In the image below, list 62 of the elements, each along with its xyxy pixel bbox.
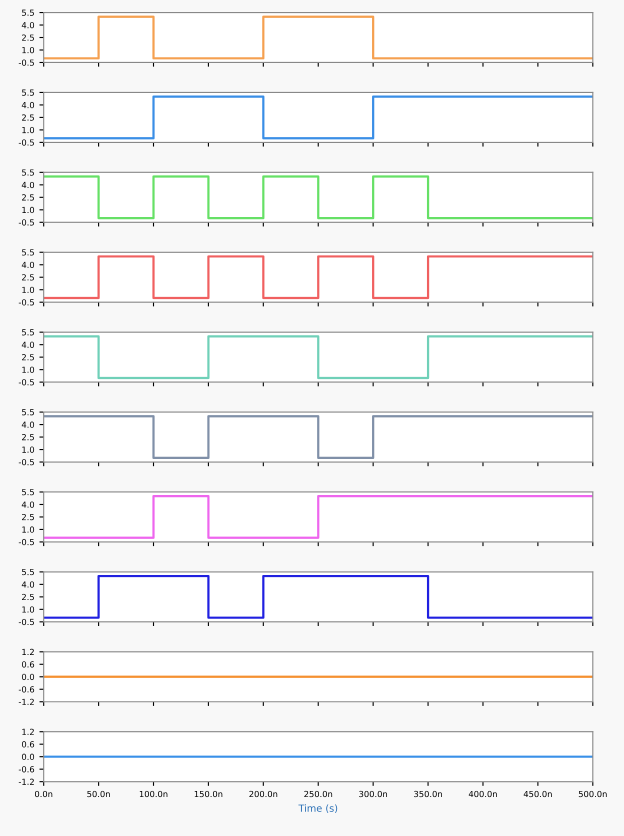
x-tick-label: 0.0n: [34, 790, 52, 798]
y-tick-label: 5.5: [22, 409, 34, 416]
x-axis-title: Time (s): [298, 804, 338, 813]
y-tick-label: 1.2: [22, 648, 34, 655]
y-tick-label: 1.0: [22, 206, 34, 214]
y-tick-label: -0.6: [18, 686, 34, 693]
y-tick-label: 5.5: [22, 169, 34, 176]
x-tick-label: 100.0n: [140, 790, 168, 798]
y-tick-label: -0.5: [18, 459, 34, 466]
y-tick-label: 1.0: [22, 606, 34, 613]
y-tick-label: 0.6: [22, 741, 34, 748]
y-tick-label: 1.0: [22, 126, 34, 134]
y-tick-label: 1.0: [22, 446, 34, 453]
x-tick-label: 150.0n: [194, 790, 222, 798]
y-tick-label: 0.6: [22, 661, 34, 668]
x-tick-label: 200.0n: [249, 790, 278, 798]
y-tick-label: -0.5: [18, 139, 34, 146]
y-tick-label: 2.5: [22, 594, 34, 600]
y-tick-label: 4.0: [22, 22, 34, 28]
y-tick-label: 5.5: [22, 10, 34, 16]
x-tick-label: 450.0n: [524, 790, 552, 798]
y-tick-label: 0.0: [22, 754, 34, 760]
y-tick-label: -0.5: [18, 538, 34, 546]
y-tick-label: -0.5: [18, 219, 34, 226]
y-tick-label: 2.5: [22, 274, 34, 281]
y-tick-label: 1.0: [22, 46, 34, 54]
y-tick-label: 5.5: [22, 568, 34, 576]
x-tick-label: 400.0n: [468, 790, 497, 798]
y-tick-label: 1.0: [22, 526, 34, 533]
y-tick-label: 4.0: [22, 182, 34, 188]
y-tick-label: 1.2: [22, 728, 34, 735]
y-tick-label: 5.5: [22, 489, 34, 496]
y-tick-label: 4.0: [22, 501, 34, 508]
y-tick-label: 2.5: [22, 354, 34, 360]
x-tick-label: 250.0n: [304, 790, 332, 798]
y-tick-label: 2.5: [22, 34, 34, 41]
y-tick-label: 4.0: [22, 102, 34, 108]
y-tick-label: 0.0: [22, 674, 34, 680]
y-tick-label: 1.0: [22, 366, 34, 373]
y-tick-label: 2.5: [22, 114, 34, 121]
y-tick-label: -0.5: [18, 59, 34, 66]
y-tick-label: -1.2: [18, 778, 34, 785]
x-tick-label: 300.0n: [359, 790, 388, 798]
y-tick-label: 4.0: [22, 581, 34, 588]
y-tick-label: 5.5: [22, 90, 34, 96]
y-tick-label: 4.0: [22, 422, 34, 428]
y-tick-label: 2.5: [22, 194, 34, 201]
y-tick-label: 4.0: [22, 262, 34, 268]
x-tick-label: 500.0n: [578, 790, 607, 798]
x-tick-label: 50.0n: [87, 790, 110, 798]
y-tick-label: 2.5: [22, 514, 34, 520]
y-tick-label: 5.5: [22, 249, 34, 256]
y-tick-label: -1.2: [18, 698, 34, 705]
y-tick-label: 2.5: [22, 434, 34, 440]
y-tick-label: 5.5: [22, 329, 34, 336]
y-tick-label: -0.5: [18, 618, 34, 626]
y-tick-label: -0.6: [18, 766, 34, 772]
x-tick-label: 350.0n: [414, 790, 442, 798]
y-tick-label: 1.0: [22, 286, 34, 294]
y-tick-label: -0.5: [18, 299, 34, 306]
y-tick-label: -0.5: [18, 379, 34, 386]
y-tick-label: 4.0: [22, 342, 34, 348]
